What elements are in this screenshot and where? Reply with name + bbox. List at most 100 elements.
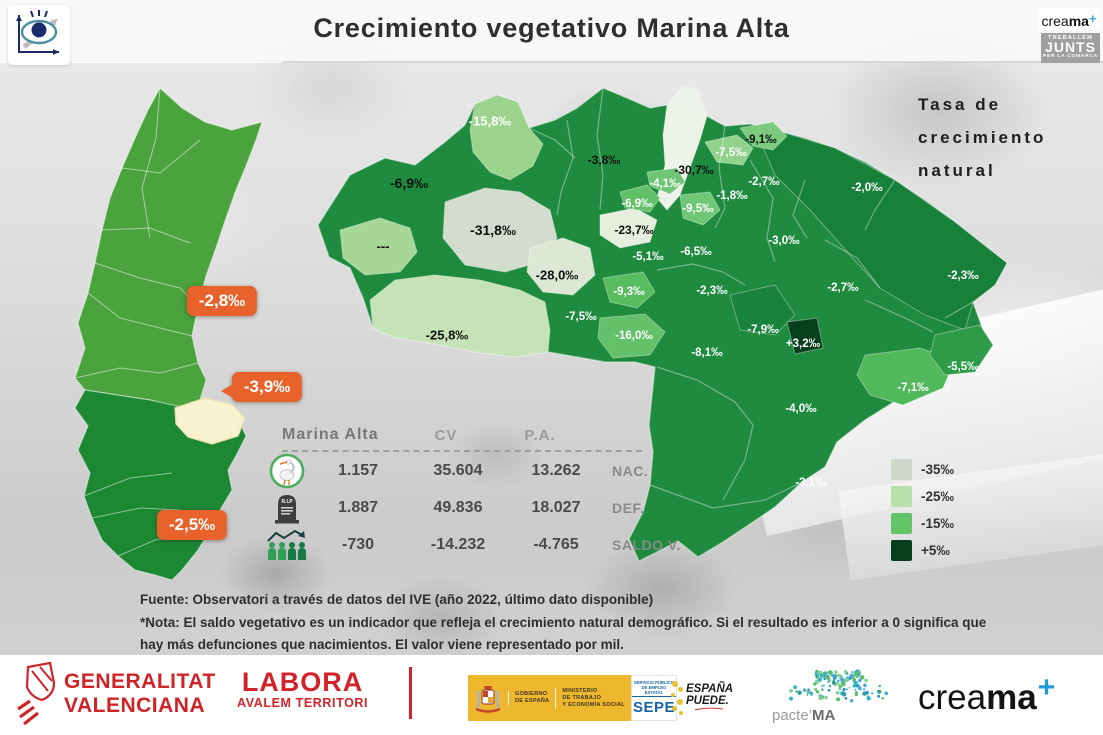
municipality-value-label: -6,9‰ [389, 175, 429, 191]
vital-statistics-table: Marina Alta CV P.A. 1.157 35.604 13.262 NAC… [266, 424, 696, 563]
legend-label: +5‰ [921, 543, 950, 558]
gobierno-espana-banner: GOBIERNO DE ESPAÑA MINISTERIO DE TRABAJO… [468, 675, 677, 721]
municipality-value-label: -16,0‰ [615, 330, 653, 342]
municipality-value-label: -3,1‰ [795, 477, 827, 489]
valencia-castellon-region [74, 87, 263, 409]
creama-footer-logo: creama+ [918, 671, 1055, 718]
junts-line1: TREBALLEM [1048, 35, 1093, 41]
choropleth-legend: -35‰ -25‰ -15‰ +5‰ [891, 456, 954, 564]
municipality-value-label: -7,1‰ [897, 382, 929, 394]
gobierno-line2: DE ESPAÑA [515, 698, 550, 704]
pacte-regular: pacte’ [772, 707, 813, 724]
table-value: 35.604 [433, 461, 483, 479]
gobierno-yellow-block: GOBIERNO DE ESPAÑA MINISTERIO DE TRABAJO… [468, 675, 631, 721]
partner-logo-bar: GENERALITAT VALENCIANA LABORA AVALEM TER… [0, 655, 1103, 735]
generalitat-emblem-icon [17, 661, 56, 726]
creama-header-logo: creama+ [1038, 8, 1100, 30]
legend-swatch [891, 486, 912, 507]
marina-alta-highlight [174, 397, 246, 445]
pacte-bold: MA [812, 707, 836, 724]
eye-chart-icon [16, 10, 59, 55]
region-dashes-light [339, 217, 418, 276]
tombstone-icon: R.I.P [266, 491, 308, 525]
municipality-borders [528, 87, 974, 509]
table-value: 18.027 [531, 498, 581, 516]
table-row: -730 -14.232 -4.765 SALDO V. [266, 526, 696, 563]
rate-badge: -3,9‰ [220, 372, 303, 402]
municipality-value-label: -30,7‰ [674, 163, 714, 177]
table-value: -730 [341, 535, 375, 553]
red-swoosh-icon [694, 707, 724, 711]
footer-notes: Fuente: Observatori a través de datos de… [140, 589, 1012, 656]
legend-swatch [891, 540, 912, 561]
legend-swatch [891, 459, 912, 480]
source-note: Fuente: Observatori a través de datos de… [140, 592, 654, 607]
sepe-service-text: SERVICIO PÚBLICO DE EMPLEO ESTATAL [631, 680, 676, 697]
legend-label: -35‰ [921, 462, 955, 477]
puede-line: PUEDE. [686, 695, 729, 707]
region-258-light [369, 274, 551, 358]
observatori-eye-logo [8, 5, 70, 65]
svg-text:R.I.P: R.I.P [281, 499, 293, 505]
generalitat-wordmark: GENERALITAT VALENCIANA [64, 670, 216, 718]
table-value: -4.765 [533, 535, 579, 553]
municipality-value-label: -4,1‰ [649, 178, 681, 190]
table-value: 1.887 [337, 498, 379, 516]
map-heading-line1: Tasa de [918, 95, 1002, 114]
table-dashed-rule [282, 450, 642, 452]
table-value: -14.232 [430, 535, 486, 553]
espana-puede-dots-icon [668, 679, 686, 715]
creama-bold: ma [1068, 13, 1089, 29]
espana-line: ESPAÑA [686, 683, 734, 695]
table-row: R.I.P 1.887 49.836 18.027 DEF. [266, 489, 696, 526]
region-280-pale [526, 237, 596, 296]
generalitat-line2: VALENCIANA [64, 694, 206, 717]
region-160-medium [597, 313, 666, 359]
creama-footer-plus-icon: + [1037, 671, 1056, 704]
municipality-value-label: -31,8‰ [470, 222, 516, 238]
ministerio-text: MINISTERIO DE TRABAJO Y ECONOMÍA SOCIAL [555, 687, 631, 709]
municipality-value-label: -25,8‰ [425, 327, 469, 343]
junts-line2: JUNTS [1045, 39, 1096, 55]
municipality-value-label: +3,2‰ [785, 338, 821, 350]
municipality-value-label: --- [376, 238, 390, 254]
treballem-junts-badge: TREBALLEM JUNTS PER LA COMARCA [1041, 33, 1100, 63]
municipality-value-label: -7,9‰ [747, 324, 779, 336]
municipality-value-label: -4,0‰ [785, 403, 817, 415]
municipality-value-label: -5,5‰ [947, 361, 979, 373]
ministerio-line1: MINISTERIO [562, 687, 598, 694]
legend-item: -15‰ [891, 510, 954, 537]
municipality-value-label: -23,7‰ [614, 223, 654, 237]
municipality-value-label: -6,9‰ [621, 198, 653, 210]
creama-footer-regular: crea [918, 678, 987, 717]
espana-puede-logo: ESPAÑA PUEDE. [668, 679, 733, 715]
column-header-marina-alta: Marina Alta [282, 426, 379, 443]
municipality-value-label: -7,5‰ [715, 147, 747, 159]
municipality-value-label: -7,5‰ [565, 311, 597, 323]
municipality-value-label: -15,8‰ [468, 113, 512, 129]
junts-line3: PER LA COMARCA [1043, 54, 1098, 59]
gobierno-text: GOBIERNO DE ESPAÑA [508, 691, 555, 705]
table-row: 1.157 35.604 13.262 NAC. [266, 452, 696, 489]
municipality-value-label: -6,5‰ [680, 246, 712, 258]
legend-item: -35‰ [891, 456, 954, 483]
table-header-row: Marina Alta CV P.A. [266, 424, 696, 448]
table-value: 49.836 [433, 498, 483, 516]
municipality-value-label: -2,3‰ [947, 270, 979, 282]
espana-puede-text: ESPAÑA PUEDE. [686, 683, 733, 711]
region-158-light [469, 94, 544, 181]
stork-icon [266, 453, 308, 489]
municipality-value-label: -1,8‰ [716, 190, 748, 202]
ministerio-line2: DE TRABAJO [562, 694, 602, 701]
labora-name: LABORA [241, 667, 364, 697]
map-heading-line3: natural [918, 161, 996, 181]
region-93-medium [602, 271, 656, 309]
municipality-value-label: -9,1‰ [745, 134, 777, 146]
population-icon [266, 528, 308, 562]
region-75-lightmed [704, 134, 754, 166]
header-strip [0, 0, 1103, 63]
creama-regular: crea [1041, 13, 1069, 29]
